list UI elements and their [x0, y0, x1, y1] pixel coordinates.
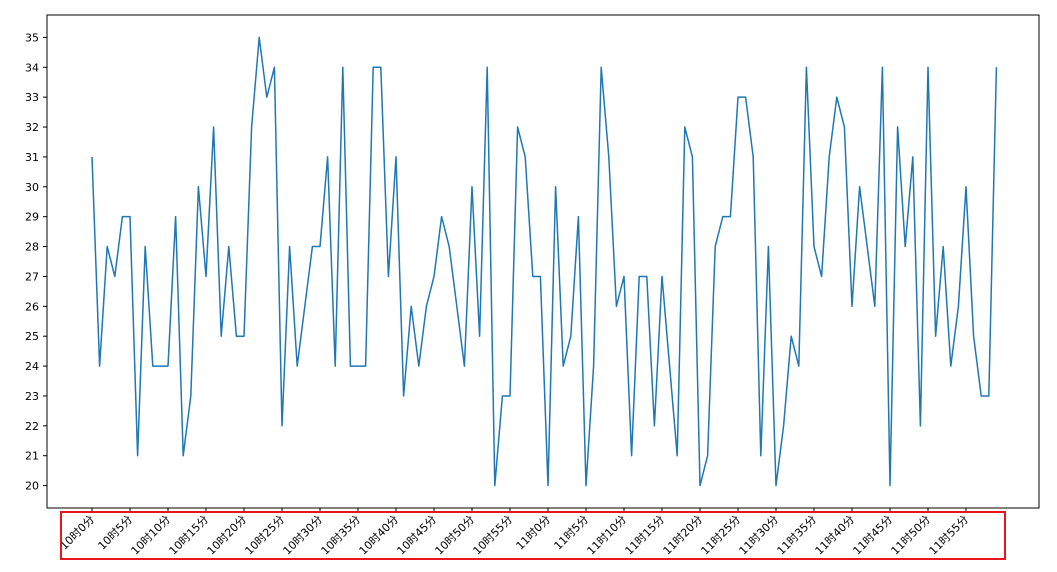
y-tick-label: 21 — [25, 450, 39, 463]
y-tick-label: 24 — [25, 360, 39, 373]
y-tick-label: 34 — [25, 61, 39, 74]
y-tick-label: 25 — [25, 330, 39, 343]
y-tick-label: 28 — [25, 241, 39, 254]
y-tick-label: 23 — [25, 390, 39, 403]
y-tick-label: 32 — [25, 121, 39, 134]
y-tick-label: 35 — [25, 31, 39, 44]
y-tick-label: 30 — [25, 181, 39, 194]
y-tick-label: 29 — [25, 211, 39, 224]
y-tick-label: 27 — [25, 270, 39, 283]
y-tick-label: 20 — [25, 480, 39, 493]
y-tick-label: 31 — [25, 151, 39, 164]
y-tick-label: 26 — [25, 300, 39, 313]
y-tick-label: 33 — [25, 91, 39, 104]
y-tick-label: 22 — [25, 420, 39, 433]
